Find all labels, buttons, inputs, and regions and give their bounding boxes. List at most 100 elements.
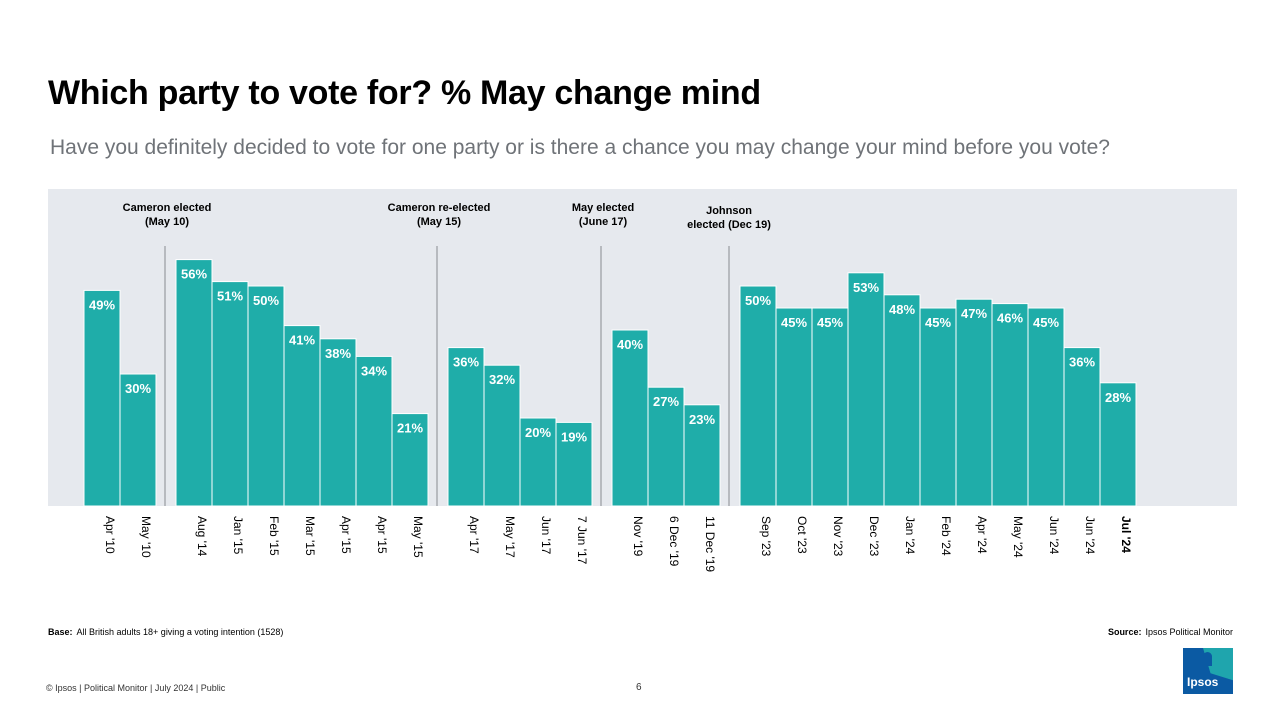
- bar: [355, 355, 393, 507]
- source-note: Source: Ipsos Political Monitor: [1108, 627, 1233, 637]
- source-label: Source:: [1107, 627, 1142, 637]
- bar: [647, 386, 685, 507]
- bar: [955, 298, 993, 507]
- bar-value-label: 41%: [289, 333, 315, 348]
- x-tick-label: Feb '24: [939, 516, 953, 556]
- bar-chart: 49% Apr '10 30% May '10 Cameron elected (May …: [48, 189, 1237, 572]
- x-tick-label: Apr '15: [339, 516, 353, 554]
- bar: [611, 329, 649, 507]
- event-annotation: (May 15): [417, 216, 461, 228]
- bar-value-label: 23%: [689, 412, 715, 427]
- x-tick-label: 6 Dec '19: [667, 516, 681, 567]
- chart-title: Which party to vote for? % May change mi…: [48, 74, 761, 112]
- footer-text: © Ipsos | Political Monitor | July 2024 …: [46, 683, 226, 693]
- x-tick-label: Jul '24: [1119, 516, 1133, 553]
- bar: [519, 417, 557, 507]
- x-tick-label: Oct '23: [795, 516, 809, 554]
- event-annotation: (May 10): [145, 216, 189, 228]
- x-tick-label: Jan '24: [903, 516, 917, 555]
- bar: [1063, 347, 1101, 507]
- logo-text: Ipsos: [1187, 675, 1219, 689]
- bar: [683, 404, 721, 507]
- bar-value-label: 30%: [125, 381, 151, 396]
- bar: [247, 285, 285, 507]
- bar: [391, 413, 429, 507]
- bar-value-label: 38%: [325, 346, 351, 361]
- bar: [211, 281, 249, 507]
- x-tick-label: Aug '14: [195, 516, 209, 557]
- bar-value-label: 51%: [217, 289, 243, 304]
- bar: [555, 421, 593, 507]
- base-note: Base: All British adults 18+ giving a vot…: [48, 627, 283, 637]
- bar: [83, 289, 121, 507]
- bar: [319, 338, 357, 507]
- chart-subtitle: Have you definitely decided to vote for …: [50, 136, 1110, 159]
- x-tick-label: Apr '10: [103, 516, 117, 554]
- x-tick-label: Jun '24: [1047, 516, 1061, 555]
- bar: [1099, 382, 1137, 507]
- bar-value-label: 21%: [397, 421, 423, 436]
- x-tick-label: Nov '23: [831, 516, 845, 557]
- x-tick-label: Feb '15: [267, 516, 281, 556]
- x-tick-label: Apr '15: [375, 516, 389, 554]
- bar-value-label: 36%: [453, 355, 479, 370]
- bar: [739, 285, 777, 507]
- bar-value-label: 45%: [1033, 315, 1059, 330]
- bar-value-label: 19%: [561, 429, 587, 444]
- bar-value-label: 28%: [1105, 390, 1131, 405]
- bar-value-label: 47%: [961, 306, 987, 321]
- bar: [175, 259, 213, 507]
- bar-value-label: 34%: [361, 363, 387, 378]
- bar-value-label: 40%: [617, 337, 643, 352]
- event-annotation: Cameron elected: [123, 202, 212, 214]
- bar: [775, 307, 813, 507]
- x-tick-label: Nov '19: [631, 516, 645, 557]
- x-tick-label: Sep '23: [759, 516, 773, 557]
- x-tick-label: Mar '15: [303, 516, 317, 556]
- base-text: All British adults 18+ giving a voting i…: [76, 627, 284, 637]
- bar-value-label: 49%: [89, 297, 115, 312]
- bar: [991, 303, 1029, 507]
- x-tick-label: May '24: [1011, 516, 1025, 558]
- x-tick-label: Dec '23: [867, 516, 881, 557]
- bar-value-label: 45%: [817, 315, 843, 330]
- page-number: 6: [636, 682, 642, 693]
- x-tick-label: 7 Jun '17: [575, 516, 589, 565]
- bar-value-label: 46%: [997, 311, 1023, 326]
- bar-value-label: 45%: [781, 315, 807, 330]
- bar: [847, 272, 885, 507]
- event-annotation: (June 17): [579, 216, 628, 228]
- event-annotation: May elected: [572, 202, 634, 214]
- event-annotation: Cameron re-elected: [388, 202, 491, 214]
- bar: [447, 347, 485, 507]
- base-label: Base:: [48, 627, 73, 637]
- bar-value-label: 53%: [853, 280, 879, 295]
- bar-value-label: 50%: [745, 293, 771, 308]
- ipsos-logo: Ipsos: [1183, 648, 1233, 694]
- bar: [883, 294, 921, 507]
- bar-value-label: 50%: [253, 293, 279, 308]
- bar-value-label: 27%: [653, 394, 679, 409]
- bar-value-label: 32%: [489, 372, 515, 387]
- x-tick-label: Apr '17: [467, 516, 481, 554]
- bar: [919, 307, 957, 507]
- x-tick-label: Jun '17: [539, 516, 553, 555]
- x-tick-label: May '17: [503, 516, 517, 558]
- x-tick-label: Jun '24: [1083, 516, 1097, 555]
- bar-value-label: 56%: [181, 267, 207, 282]
- bar: [811, 307, 849, 507]
- bar-value-label: 36%: [1069, 355, 1095, 370]
- bar: [1027, 307, 1065, 507]
- x-tick-label: May '10: [139, 516, 153, 558]
- bar: [119, 373, 157, 507]
- x-tick-label: Jan '15: [231, 516, 245, 555]
- x-tick-label: Apr '24: [975, 516, 989, 554]
- event-annotation: elected (Dec 19): [687, 219, 771, 231]
- event-annotation: Johnson: [706, 205, 752, 217]
- x-tick-label: May '15: [411, 516, 425, 558]
- bar-value-label: 45%: [925, 315, 951, 330]
- bar-value-label: 48%: [889, 302, 915, 317]
- x-tick-label: 11 Dec '19: [703, 516, 717, 572]
- bar-value-label: 20%: [525, 425, 551, 440]
- source-text: Ipsos Political Monitor: [1145, 627, 1233, 637]
